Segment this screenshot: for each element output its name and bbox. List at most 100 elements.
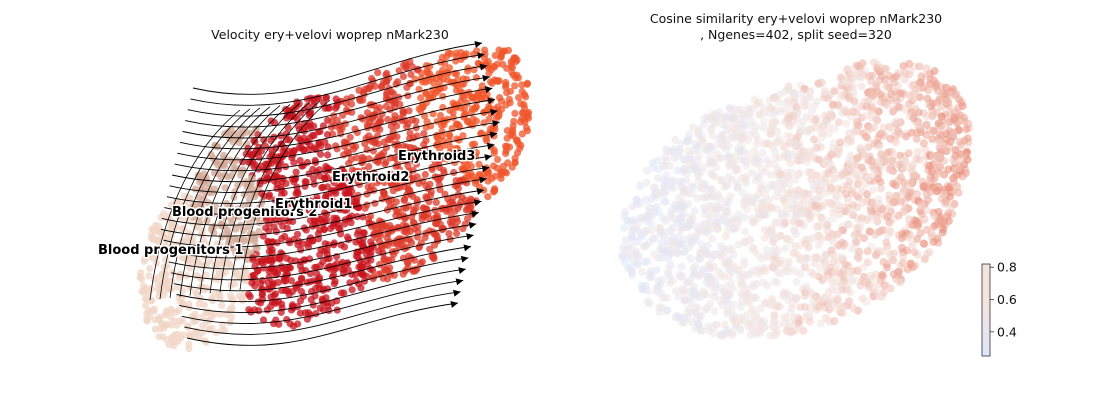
similarity-point	[825, 198, 834, 207]
cluster-point	[484, 193, 492, 201]
cluster-point	[336, 205, 344, 213]
similarity-point	[761, 252, 770, 261]
cluster-point	[490, 146, 498, 154]
similarity-point	[862, 298, 871, 306]
cluster-point	[380, 189, 388, 197]
similarity-point	[714, 218, 723, 227]
similarity-point	[677, 238, 686, 247]
cluster-point	[150, 307, 158, 315]
cluster-point	[515, 94, 523, 102]
similarity-point	[667, 177, 676, 186]
cluster-label: Erythroid3	[398, 149, 475, 164]
cluster-point	[417, 107, 425, 115]
similarity-point	[767, 170, 775, 179]
similarity-point	[922, 206, 931, 215]
cluster-point	[452, 177, 460, 185]
similarity-point	[760, 226, 769, 234]
similarity-point	[755, 111, 764, 120]
similarity-point	[724, 172, 733, 181]
cluster-point	[286, 239, 294, 247]
cluster-point	[339, 111, 347, 119]
similarity-point	[928, 135, 937, 144]
similarity-point	[758, 278, 767, 287]
similarity-point	[721, 112, 730, 121]
cluster-point	[413, 132, 421, 140]
streamline-arrow	[460, 255, 469, 263]
similarity-point	[808, 291, 817, 300]
similarity-point	[769, 331, 778, 340]
similarity-point	[771, 94, 780, 103]
streamline-arrow	[489, 131, 498, 139]
streamline	[160, 189, 485, 237]
similarity-point	[684, 146, 693, 155]
similarity-point	[657, 238, 666, 247]
similarity-point	[768, 263, 777, 272]
cluster-point	[509, 57, 517, 65]
similarity-point	[642, 166, 651, 175]
cluster-point	[451, 207, 459, 215]
similarity-point	[878, 271, 887, 279]
cluster-point	[218, 301, 226, 309]
cluster-point	[471, 179, 480, 187]
similarity-point	[675, 147, 684, 156]
similarity-point	[787, 204, 796, 213]
cluster-point	[317, 150, 325, 158]
cluster-point	[167, 305, 175, 313]
cluster-point	[364, 246, 372, 254]
similarity-point	[875, 143, 884, 152]
similarity-point	[894, 103, 903, 112]
similarity-point	[954, 164, 963, 173]
cluster-point	[349, 145, 358, 153]
similarity-point	[885, 202, 894, 211]
cluster-point	[499, 162, 508, 170]
similarity-point	[882, 281, 891, 290]
cluster-point	[243, 178, 251, 186]
similarity-point	[904, 149, 913, 158]
similarity-point	[687, 238, 696, 247]
similarity-point	[893, 117, 902, 126]
similarity-point	[759, 104, 768, 113]
streamline-arrow	[479, 176, 487, 184]
cluster-point	[460, 104, 468, 113]
similarity-point	[856, 218, 865, 227]
cluster-point	[315, 274, 324, 282]
cluster-point	[422, 90, 430, 98]
similarity-point	[904, 192, 913, 201]
similarity-point	[870, 168, 879, 177]
similarity-point	[685, 276, 694, 285]
cluster-point	[502, 101, 510, 109]
cluster-point	[323, 131, 332, 139]
similarity-point	[929, 237, 938, 246]
similarity-point	[729, 225, 738, 234]
streamline-arrow	[492, 120, 500, 128]
cluster-point	[190, 213, 198, 221]
similarity-point	[814, 79, 823, 88]
cluster-point	[302, 178, 310, 186]
similarity-point	[693, 319, 702, 328]
similarity-point	[668, 223, 677, 232]
cluster-point	[173, 330, 181, 338]
similarity-point	[782, 150, 791, 158]
cluster-point	[145, 272, 153, 280]
similarity-point	[693, 194, 702, 203]
cluster-point	[219, 160, 227, 169]
cluster-point	[304, 309, 312, 317]
cluster-point	[251, 237, 259, 245]
similarity-point	[904, 233, 913, 242]
cluster-point	[486, 125, 494, 133]
similarity-point	[907, 128, 916, 137]
similarity-point	[845, 94, 853, 103]
cluster-point	[313, 196, 321, 204]
cluster-point	[198, 201, 206, 210]
similarity-point	[702, 304, 711, 312]
cluster-point	[239, 234, 248, 242]
similarity-point	[691, 139, 700, 148]
similarity-point	[801, 303, 809, 311]
similarity-point	[649, 163, 658, 172]
similarity-point	[700, 209, 709, 218]
similarity-point	[854, 62, 863, 71]
similarity-point	[822, 262, 830, 271]
similarity-point	[810, 135, 818, 144]
cluster-point	[449, 113, 457, 122]
similarity-point	[775, 259, 784, 268]
